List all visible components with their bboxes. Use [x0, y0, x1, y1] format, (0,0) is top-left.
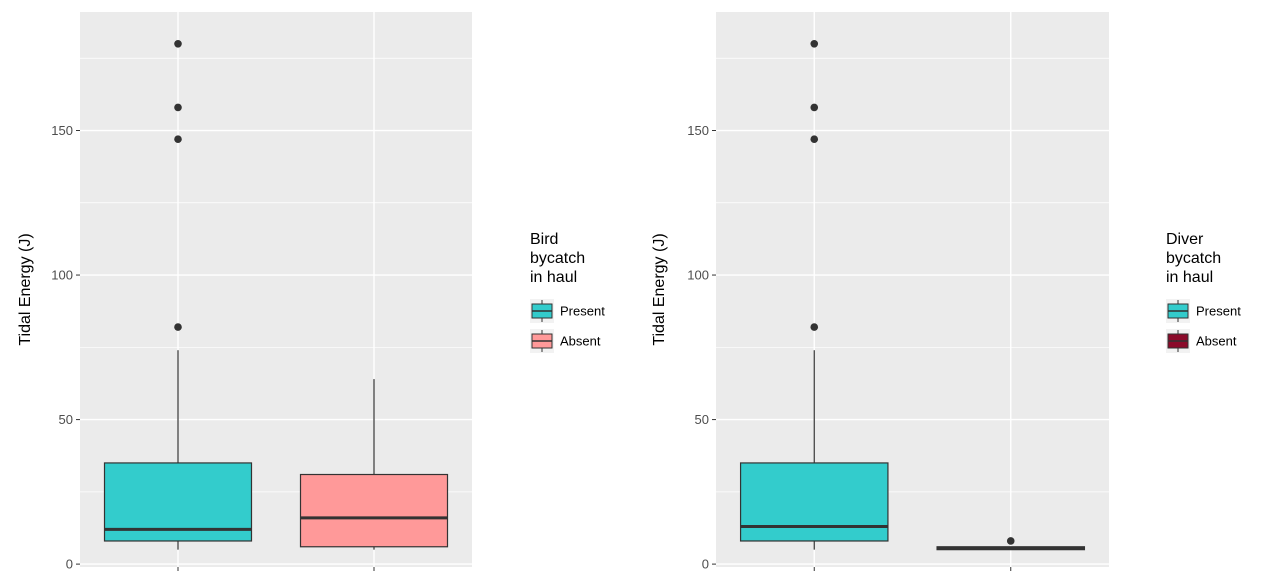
- chart-panel-1: 0 50 100 150 Tidal Energy (J) Bird bycatch in h…: [17, 12, 605, 572]
- legend: Diver bycatch in haul Present Absent: [1166, 231, 1241, 353]
- y-tick-label: 100: [51, 268, 73, 283]
- legend-key-present: [530, 299, 554, 323]
- legend-title: Diver: [1166, 231, 1204, 248]
- outlier-point: [174, 135, 182, 143]
- legend-key-absent: [1166, 329, 1190, 353]
- y-tick-label: 0: [66, 557, 73, 572]
- legend-title: in haul: [530, 269, 577, 286]
- box-absent: [936, 537, 1086, 551]
- legend: Bird bycatch in haul Present Absent: [530, 231, 605, 353]
- box-present: [739, 39, 889, 550]
- y-tick-label: 50: [695, 412, 709, 427]
- legend-label: Absent: [1196, 334, 1237, 349]
- legend-title: bycatch: [1166, 250, 1221, 267]
- y-tick-label: 150: [51, 123, 73, 138]
- y-tick-label: 150: [687, 123, 709, 138]
- outlier-point: [810, 135, 819, 143]
- legend-key-absent: [530, 329, 554, 353]
- legend-title: bycatch: [530, 250, 585, 267]
- y-tick-label: 50: [59, 412, 73, 427]
- box-present: [103, 39, 253, 550]
- box-absent: [299, 379, 449, 550]
- legend-title: in haul: [1166, 269, 1213, 286]
- y-tick-label: 100: [687, 268, 709, 283]
- y-tick-label: 0: [702, 557, 709, 572]
- outlier-point: [810, 323, 819, 331]
- outlier-point: [810, 39, 819, 48]
- legend-label: Absent: [560, 334, 601, 349]
- legend-title: Bird: [530, 231, 558, 248]
- outlier-point: [810, 103, 819, 112]
- box-iqr: [739, 462, 889, 542]
- y-axis-label: Tidal Energy (J): [17, 233, 34, 345]
- outlier-point: [1006, 537, 1015, 545]
- legend-label: Present: [560, 304, 605, 319]
- y-axis-label: Tidal Energy (J): [651, 233, 668, 345]
- legend-key-present: [1166, 299, 1190, 323]
- outlier-point: [174, 103, 182, 112]
- legend-label: Present: [1196, 304, 1241, 319]
- box-iqr: [299, 473, 449, 548]
- chart-panel-2: 0 50 100 150 Tidal Energy (J) Diver bycatch in …: [651, 12, 1241, 572]
- outlier-point: [174, 39, 182, 48]
- outlier-point: [174, 323, 182, 331]
